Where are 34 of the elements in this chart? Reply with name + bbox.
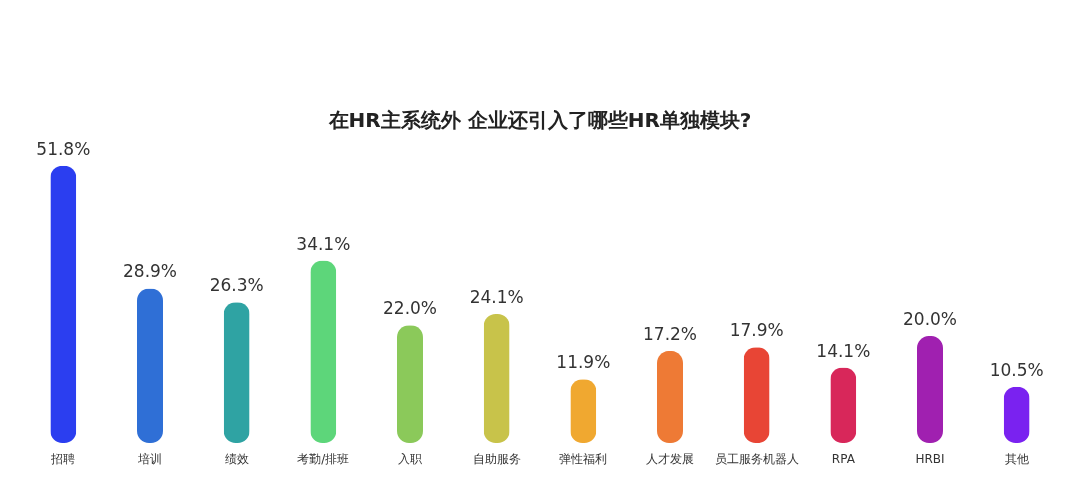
data-label: 17.9% (729, 320, 784, 341)
x-tick-label: HRBI (915, 451, 945, 466)
data-label: 28.9% (122, 261, 178, 282)
data-label: 22.0% (382, 298, 438, 319)
x-tick-label: 其他 (1004, 451, 1029, 466)
bar (917, 336, 943, 443)
x-tick-label: RPA (831, 451, 856, 466)
bar (397, 325, 423, 443)
x-tick-label: 招聘 (50, 451, 76, 466)
bar (137, 288, 163, 443)
x-tick-label: 人才发展 (646, 451, 694, 466)
data-label: 10.5% (989, 359, 1044, 380)
x-tick-label: 绩效 (224, 451, 249, 466)
x-tick-label: 弹性福利 (559, 451, 608, 466)
data-label: 51.8% (36, 138, 91, 159)
data-label: 26.3% (209, 275, 264, 296)
bar (743, 347, 770, 443)
chart-title: 在HR主系统外 企业还引入了哪些HR单独模块? (327, 107, 752, 132)
data-label: 24.1% (469, 287, 524, 308)
x-tick-label: 员工服务机器人 (714, 451, 799, 466)
bar (310, 260, 337, 443)
data-label: 34.1% (296, 233, 351, 254)
bar (483, 314, 510, 443)
x-tick-label: 自助服务 (472, 451, 521, 466)
bar (50, 165, 77, 443)
x-tick-label: 培训 (137, 451, 162, 466)
bar (223, 302, 250, 443)
data-label: 11.9% (556, 352, 611, 373)
data-label: 20.0% (902, 309, 958, 329)
x-tick-label: 考勤/排班 (297, 451, 350, 466)
data-label: 14.1% (816, 340, 871, 361)
data-label: 17.2% (642, 323, 698, 344)
bar (657, 350, 683, 443)
x-tick-label: 入职 (398, 451, 422, 466)
